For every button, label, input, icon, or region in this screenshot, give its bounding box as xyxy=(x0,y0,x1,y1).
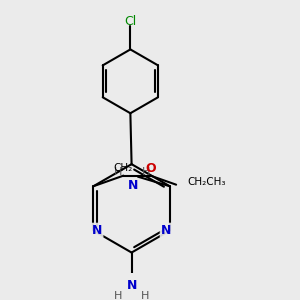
Text: N: N xyxy=(92,224,102,237)
Text: CH₂: CH₂ xyxy=(114,163,133,173)
Text: N: N xyxy=(161,224,171,237)
Text: N: N xyxy=(128,179,138,192)
Text: H: H xyxy=(114,167,122,177)
Text: H: H xyxy=(141,290,149,300)
Text: O: O xyxy=(145,162,156,175)
Text: H: H xyxy=(142,167,151,177)
Text: Cl: Cl xyxy=(124,15,136,28)
Text: CH₂CH₃: CH₂CH₃ xyxy=(187,177,226,187)
Text: N: N xyxy=(126,279,137,292)
Text: H: H xyxy=(114,290,122,300)
